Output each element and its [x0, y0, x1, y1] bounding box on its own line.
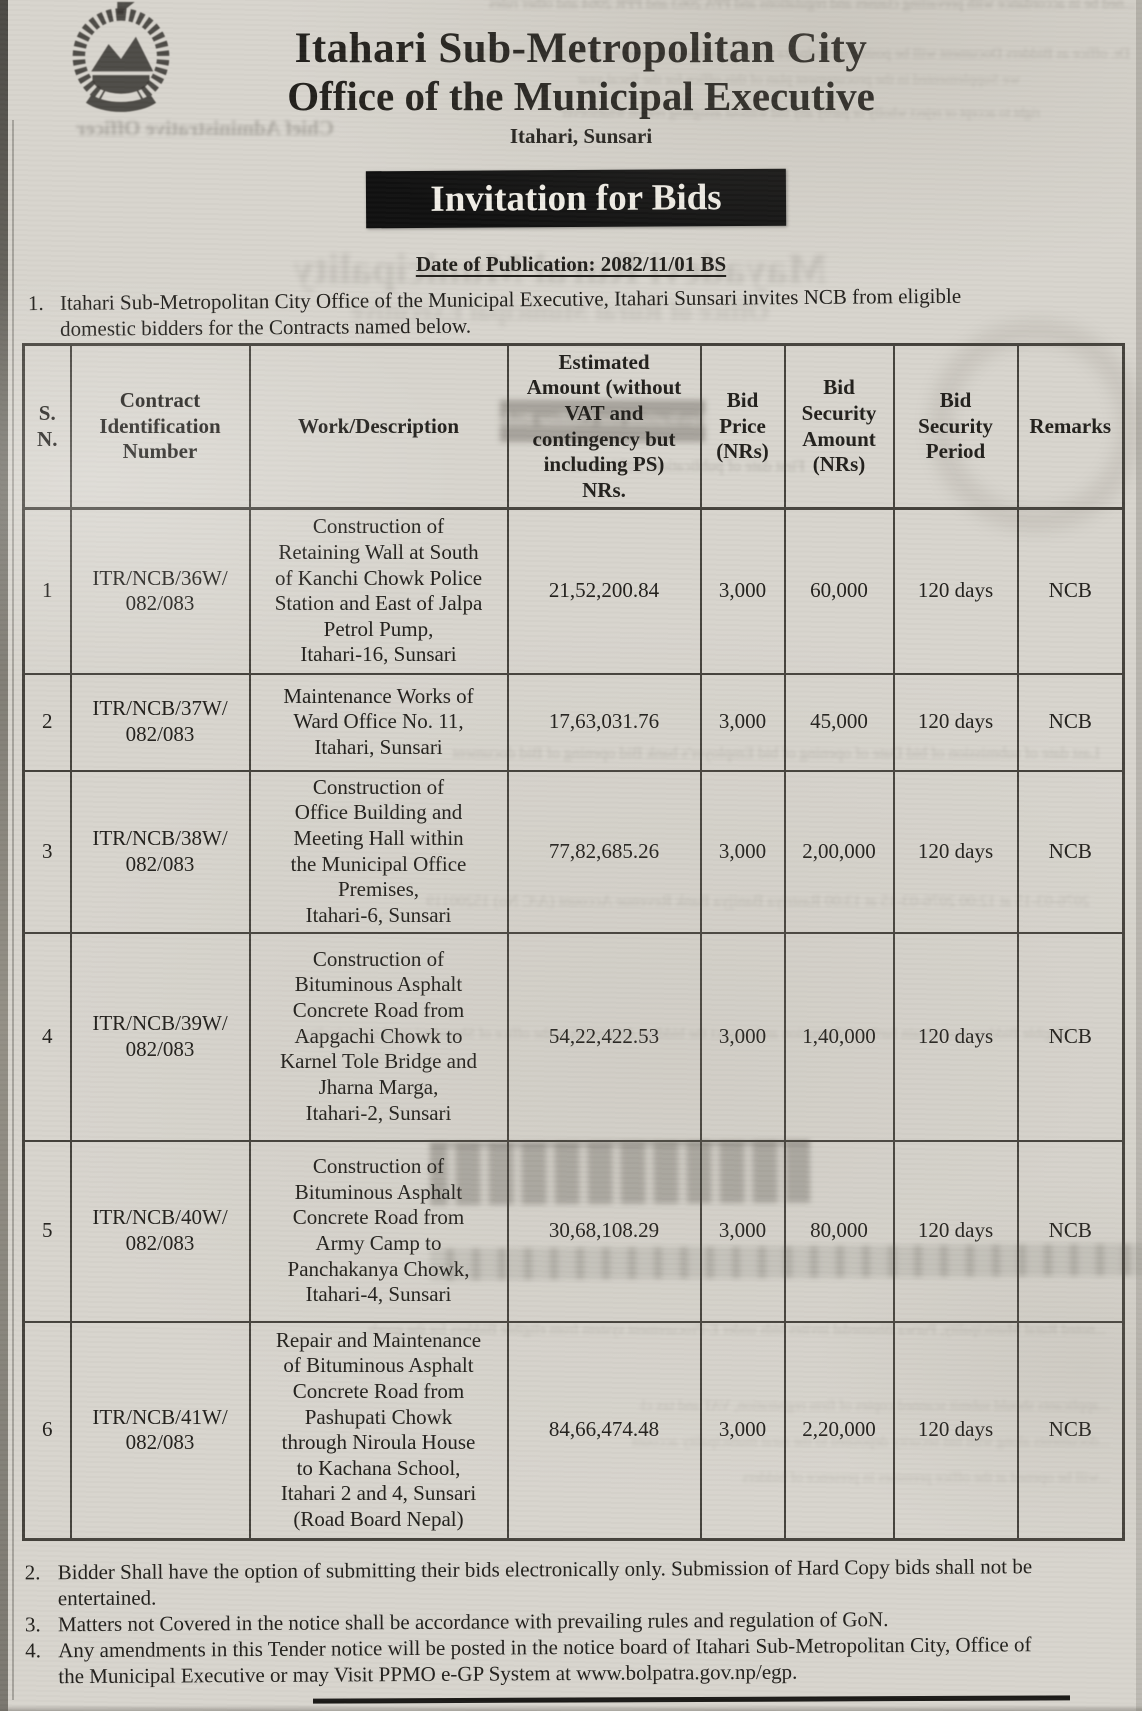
- table-row: 3 ITR/NCB/38W/ 082/083 Construction of O…: [22, 769, 1125, 934]
- cell-sn: 5: [22, 1139, 72, 1323]
- cell-estimated-amount: 17,63,031.76: [506, 672, 702, 772]
- cell-estimated-amount: 21,52,200.84: [506, 507, 702, 675]
- cell-bid-price: 3,000: [699, 769, 786, 934]
- note-text: Bidder Shall have the option of submitti…: [57, 1554, 1033, 1611]
- note-number: 3.: [24, 1612, 41, 1637]
- table-row: 4 ITR/NCB/39W/ 082/083 Construction of B…: [22, 931, 1125, 1142]
- cell-bid-security-period: 120 days: [892, 931, 1019, 1142]
- cell-sn: 2: [22, 672, 72, 772]
- note-item: 4. Any amendments in this Tender notice …: [25, 1631, 1137, 1690]
- bottom-rule: [312, 1695, 1071, 1704]
- cell-bid-security-amount: 80,000: [783, 1139, 895, 1323]
- table-row: 6 ITR/NCB/41W/ 082/083 Repair and Mainte…: [22, 1320, 1125, 1541]
- cell-bid-price: 3,000: [699, 1139, 786, 1323]
- cell-work-description: Construction of Bituminous Asphalt Concr…: [248, 931, 509, 1142]
- note-number: 4.: [25, 1638, 41, 1663]
- cell-remarks: NCB: [1016, 672, 1125, 772]
- scan-left-edge: [0, 0, 8, 1711]
- banner-title: Invitation for Bids: [430, 177, 722, 220]
- cell-bid-security-period: 120 days: [892, 672, 1019, 772]
- col-header-bid-price: Bid Price (NRs): [699, 343, 786, 510]
- cell-bid-security-amount: 60,000: [783, 507, 895, 675]
- scan-bottom-edge: [0, 1705, 1142, 1711]
- col-header-estimated-amount: Estimated Amount (without VAT and contin…: [506, 343, 702, 510]
- cell-remarks: NCB: [1016, 1139, 1125, 1323]
- invitation-for-bids-banner: Invitation for Bids: [365, 168, 787, 229]
- cell-sn: 6: [22, 1320, 72, 1541]
- cell-bid-security-period: 120 days: [892, 507, 1019, 675]
- cell-remarks: NCB: [1016, 769, 1125, 934]
- municipal-emblem-logo: [72, 2, 170, 112]
- table-row: 2 ITR/NCB/37W/ 082/083 Maintenance Works…: [22, 672, 1125, 772]
- cell-work-description: Repair and Maintenance of Bituminous Asp…: [248, 1320, 509, 1541]
- cell-estimated-amount: 30,68,108.29: [506, 1139, 702, 1323]
- cell-estimated-amount: 77,82,685.26: [506, 769, 702, 934]
- cell-work-description: Construction of Bituminous Asphalt Concr…: [248, 1139, 509, 1323]
- cell-remarks: NCB: [1016, 931, 1125, 1142]
- col-header-work-description: Work/Description: [248, 343, 509, 510]
- cell-contract-id: ITR/NCB/37W/ 082/083: [69, 672, 251, 772]
- footer-notes: 2. Bidder Shall have the option of submi…: [25, 1553, 1138, 1690]
- cell-bid-price: 3,000: [699, 672, 786, 772]
- cell-sn: 3: [22, 769, 72, 934]
- cell-work-description: Maintenance Works of Ward Office No. 11,…: [248, 672, 509, 772]
- cell-sn: 1: [22, 507, 72, 675]
- bids-table: S. N. Contract Identification Number Wor…: [22, 343, 1125, 1541]
- cell-estimated-amount: 54,22,422.53: [506, 931, 702, 1142]
- cell-bid-security-amount: 45,000: [783, 672, 895, 772]
- cell-bid-price: 3,000: [699, 507, 786, 675]
- note-number: 2.: [24, 1560, 41, 1585]
- note-text: Any amendments in this Tender notice wil…: [58, 1632, 1032, 1689]
- location-line: Itahari, Sunsari: [509, 124, 653, 148]
- cell-contract-id: ITR/NCB/39W/ 082/083: [69, 931, 251, 1142]
- publication-date: Date of Publication: 2082/11/01 BS: [415, 252, 727, 276]
- org-name: Itahari Sub-Metropolitan City: [294, 25, 868, 72]
- cell-work-description: Construction of Office Building and Meet…: [248, 769, 509, 934]
- col-header-remarks: Remarks: [1016, 343, 1125, 510]
- col-header-contract-id: Contract Identification Number: [69, 343, 251, 510]
- table-row: 5 ITR/NCB/40W/ 082/083 Construction of B…: [22, 1139, 1125, 1323]
- cell-contract-id: ITR/NCB/40W/ 082/083: [69, 1139, 251, 1323]
- bleedthrough-text: ...ned be in accordance with prevailing …: [489, 0, 1135, 12]
- cell-bid-security-amount: 2,20,000: [783, 1320, 895, 1541]
- cell-remarks: NCB: [1016, 507, 1125, 675]
- cell-estimated-amount: 84,66,474.48: [506, 1320, 702, 1541]
- note-item: 2. Bidder Shall have the option of submi…: [25, 1553, 1137, 1612]
- cell-bid-security-period: 120 days: [892, 769, 1019, 934]
- cell-sn: 4: [22, 931, 72, 1142]
- table-row: 1 ITR/NCB/36W/ 082/083 Construction of R…: [22, 507, 1125, 675]
- col-header-bid-security-period: Bid Security Period: [892, 343, 1019, 510]
- cell-contract-id: ITR/NCB/36W/ 082/083: [69, 507, 251, 675]
- intro-text: Itahari Sub-Metropolitan City Office of …: [59, 283, 962, 341]
- intro-number: 1.: [27, 290, 44, 316]
- cell-work-description: Construction of Retaining Wall at South …: [248, 507, 509, 675]
- scan-right-edge: [1136, 0, 1142, 1711]
- table-header-row: S. N. Contract Identification Number Wor…: [22, 343, 1125, 510]
- cell-bid-security-period: 120 days: [892, 1139, 1019, 1323]
- cell-bid-price: 3,000: [699, 1320, 786, 1541]
- cell-remarks: NCB: [1016, 1320, 1125, 1541]
- cell-bid-security-period: 120 days: [892, 1320, 1019, 1541]
- newspaper-column-rule: [12, 120, 14, 1700]
- cell-contract-id: ITR/NCB/41W/ 082/083: [69, 1320, 251, 1541]
- cell-bid-price: 3,000: [699, 931, 786, 1142]
- col-header-sn: S. N.: [22, 343, 72, 510]
- cell-contract-id: ITR/NCB/38W/ 082/083: [69, 769, 251, 934]
- office-name: Office of the Municipal Executive: [287, 73, 875, 119]
- cell-bid-security-amount: 1,40,000: [783, 931, 895, 1142]
- intro-paragraph: 1. Itahari Sub-Metropolitan City Office …: [28, 282, 1068, 342]
- cell-bid-security-amount: 2,00,000: [783, 769, 895, 934]
- col-header-bid-security-amount: Bid Security Amount (NRs): [783, 343, 895, 510]
